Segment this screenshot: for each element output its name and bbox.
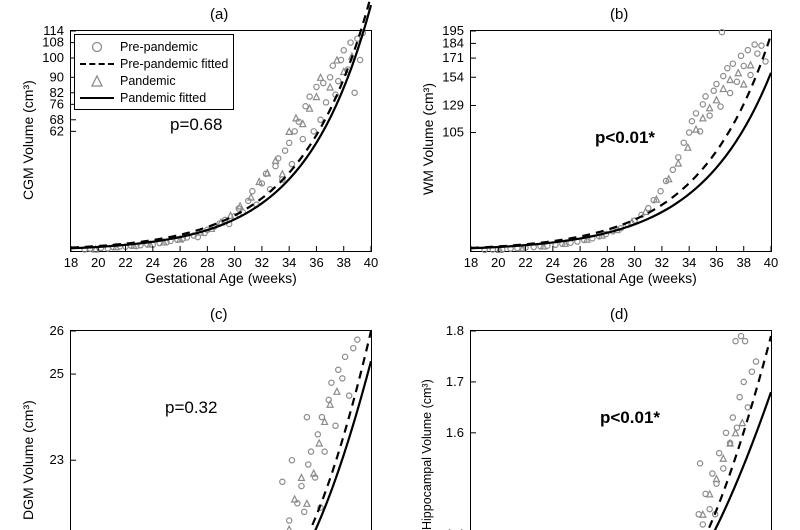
svg-text:154: 154 <box>442 69 464 84</box>
panel-a: (a) 182022242628303234363840626876829010… <box>0 0 400 300</box>
svg-text:28: 28 <box>200 255 214 270</box>
svg-text:30: 30 <box>227 255 241 270</box>
svg-text:24: 24 <box>146 255 160 270</box>
svg-text:22: 22 <box>518 255 532 270</box>
svg-text:30: 30 <box>627 255 641 270</box>
panel-b-ylabel: WM Volume (cm³) <box>420 83 436 195</box>
legend-line-dashed <box>80 57 114 71</box>
svg-text:1.7: 1.7 <box>446 374 464 389</box>
svg-text:1.6: 1.6 <box>446 425 464 440</box>
svg-text:38: 38 <box>736 255 750 270</box>
panel-a-xlabel: Gestational Age (weeks) <box>145 270 297 286</box>
legend-label: Pre-pandemic <box>120 40 198 54</box>
panel-b-title: (b) <box>610 6 628 23</box>
svg-text:24: 24 <box>546 255 560 270</box>
panel-a-pvalue: p=0.68 <box>170 115 222 135</box>
panel-c-pvalue: p=0.32 <box>165 398 217 418</box>
svg-text:171: 171 <box>442 50 464 65</box>
panel-c: (c) 21232526 DGM Volume (cm³) p=0.32 <box>0 300 400 530</box>
legend-marker-circle <box>80 40 114 54</box>
svg-text:18: 18 <box>64 255 78 270</box>
panel-d-plot: 1.41.61.71.8 <box>470 330 772 530</box>
svg-text:195: 195 <box>442 23 464 38</box>
svg-text:28: 28 <box>600 255 614 270</box>
svg-text:23: 23 <box>50 452 64 467</box>
svg-text:82: 82 <box>50 85 64 100</box>
svg-text:105: 105 <box>442 125 464 140</box>
svg-text:34: 34 <box>282 255 296 270</box>
panel-c-ylabel: DGM Volume (cm³) <box>20 400 36 520</box>
svg-text:36: 36 <box>309 255 323 270</box>
svg-text:20: 20 <box>491 255 505 270</box>
panel-d-title: (d) <box>610 306 628 323</box>
svg-text:38: 38 <box>336 255 350 270</box>
panel-b: (b) 18 20 22 24 26 28 30 32 34 36 38 40 105 129 154 171… <box>400 0 800 300</box>
legend-row: Pre-pandemic fitted <box>80 55 228 72</box>
svg-text:90: 90 <box>50 69 64 84</box>
svg-text:129: 129 <box>442 97 464 112</box>
legend-row: Pre-pandemic <box>80 38 228 55</box>
panel-a-ylabel: CGM Volume (cm³) <box>20 80 36 200</box>
panel-c-title: (c) <box>210 306 228 323</box>
svg-text:26: 26 <box>173 255 187 270</box>
panel-b-pvalue: p<0.01* <box>595 128 655 148</box>
legend-label: Pre-pandemic fitted <box>120 57 228 71</box>
svg-text:114: 114 <box>43 23 64 38</box>
svg-text:25: 25 <box>50 366 64 381</box>
svg-text:40: 40 <box>764 255 778 270</box>
figure: (a) 182022242628303234363840626876829010… <box>0 0 800 530</box>
panel-a-title: (a) <box>210 6 228 23</box>
svg-text:36: 36 <box>709 255 723 270</box>
legend-line-solid <box>80 91 114 105</box>
panel-d-pvalue: p<0.01* <box>600 408 660 428</box>
svg-text:1.4: 1.4 <box>446 527 464 530</box>
panel-c-plot: 21232526 <box>70 330 372 530</box>
legend-marker-triangle <box>80 74 114 88</box>
svg-text:20: 20 <box>91 255 105 270</box>
panel-b-xlabel: Gestational Age (weeks) <box>545 270 697 286</box>
svg-text:34: 34 <box>682 255 696 270</box>
legend-label: Pandemic <box>120 74 176 88</box>
svg-text:40: 40 <box>364 255 378 270</box>
svg-text:18: 18 <box>464 255 478 270</box>
svg-text:32: 32 <box>655 255 669 270</box>
panel-d: (d) 1.41.61.71.8 Hippocampal Volume (cm³… <box>400 300 800 530</box>
legend: Pre-pandemic Pre-pandemic fitted Pandemi… <box>74 34 234 110</box>
svg-text:32: 32 <box>255 255 269 270</box>
svg-text:26: 26 <box>50 323 64 338</box>
svg-text:100: 100 <box>42 50 64 65</box>
legend-row: Pandemic <box>80 72 228 89</box>
svg-text:22: 22 <box>118 255 132 270</box>
legend-label: Pandemic fitted <box>120 91 206 105</box>
panel-d-ylabel: Hippocampal Volume (cm³) <box>420 379 434 530</box>
svg-text:68: 68 <box>50 112 64 127</box>
svg-text:26: 26 <box>573 255 587 270</box>
legend-row: Pandemic fitted <box>80 89 228 106</box>
svg-text:1.8: 1.8 <box>446 323 464 338</box>
